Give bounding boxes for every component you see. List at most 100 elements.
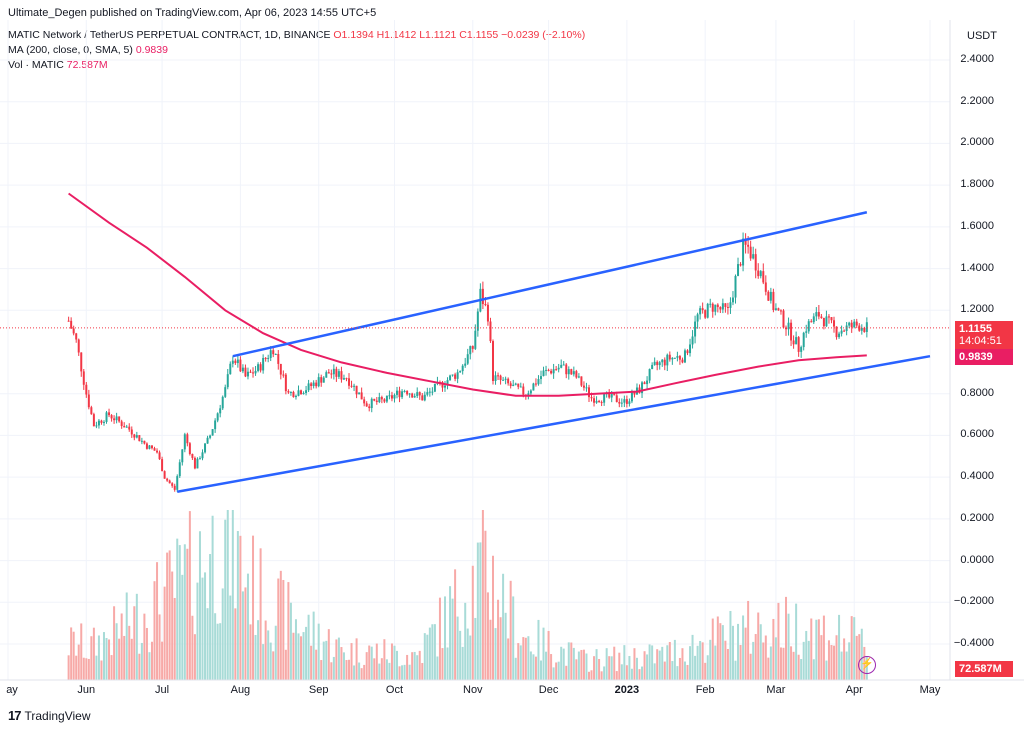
volume-bar xyxy=(322,641,325,680)
volume-bar xyxy=(70,627,73,680)
candle-body xyxy=(739,264,742,266)
candle-body xyxy=(820,316,823,318)
volume-bar xyxy=(638,669,641,680)
time-tick-label: Nov xyxy=(463,684,483,696)
volume-bar xyxy=(325,640,328,680)
volume-bar xyxy=(790,646,793,680)
candle-body xyxy=(241,367,244,372)
candle-body xyxy=(130,429,133,435)
volume-bar xyxy=(454,569,457,680)
price-tick-label: 0.6000 xyxy=(960,428,994,441)
candle-body xyxy=(302,393,305,395)
volume-bar xyxy=(623,645,626,680)
volume-bar xyxy=(782,647,785,680)
volume-bar xyxy=(820,635,823,680)
volume-bar xyxy=(138,653,141,680)
candle-body xyxy=(651,364,654,370)
volume-bar xyxy=(249,624,252,680)
volume-bar xyxy=(105,638,108,680)
candle-body xyxy=(145,443,148,449)
volume-bar xyxy=(403,664,406,680)
candle-body xyxy=(587,387,590,398)
candle-body xyxy=(252,372,255,374)
volume-bar xyxy=(671,661,674,680)
lightning-icon[interactable]: ⚡ xyxy=(858,656,876,674)
candle-body xyxy=(148,445,151,449)
volume-legend[interactable]: Vol · MATIC 72.587M xyxy=(8,58,108,72)
candle-body xyxy=(542,370,545,377)
candle-body xyxy=(590,397,593,399)
candle-body xyxy=(310,383,313,387)
candle-body xyxy=(464,363,467,366)
volume-bar xyxy=(353,665,356,680)
volume-bar xyxy=(75,655,78,680)
candle-body xyxy=(206,437,209,444)
volume-bar xyxy=(360,668,363,680)
volume-bar xyxy=(633,648,636,680)
volume-bar xyxy=(648,644,651,680)
volume-bar xyxy=(805,630,808,680)
ma-legend[interactable]: MA (200, close, 0, SMA, 5) 0.9839 xyxy=(8,43,168,57)
candle-body xyxy=(181,449,184,463)
volume-bar xyxy=(689,646,692,680)
candle-body xyxy=(539,376,542,380)
volume-bar xyxy=(658,650,661,680)
candle-body xyxy=(385,395,388,402)
volume-bar xyxy=(509,580,512,680)
candle-body xyxy=(75,333,78,340)
volume-bar xyxy=(214,613,217,680)
volume-bar xyxy=(600,671,603,680)
volume-bar xyxy=(471,565,474,680)
volume-bar xyxy=(77,644,80,680)
time-tick-label: Sep xyxy=(308,684,329,696)
volume-bar xyxy=(605,648,608,680)
candle-body xyxy=(85,384,88,395)
candle-body xyxy=(370,398,373,409)
volume-bar xyxy=(585,653,588,680)
candles xyxy=(67,232,868,492)
candle-body xyxy=(678,356,681,360)
candle-body xyxy=(555,369,558,371)
candle-body xyxy=(163,471,166,479)
candle-body xyxy=(221,396,224,409)
candle-body xyxy=(140,440,143,442)
volume-bar xyxy=(178,545,181,680)
channel-lower-line xyxy=(177,354,931,493)
candle-body xyxy=(769,291,772,301)
candle-body xyxy=(484,304,487,306)
candle-body xyxy=(575,371,578,378)
candle-body xyxy=(754,254,757,271)
volume-bar xyxy=(408,664,411,680)
candle-body xyxy=(446,380,449,386)
candle-body xyxy=(123,426,126,428)
volume-bar xyxy=(108,639,111,680)
footer-brand[interactable]: 17 TradingView xyxy=(8,708,91,723)
candle-body xyxy=(350,385,353,387)
volume-bar xyxy=(519,645,522,680)
candle-body xyxy=(317,377,320,387)
candle-body xyxy=(322,377,325,383)
price-tick-label: 0.4000 xyxy=(960,470,994,483)
volume-bar xyxy=(691,634,694,680)
volume-bars xyxy=(67,510,868,680)
candle-body xyxy=(259,364,262,371)
volume-bar xyxy=(466,628,469,680)
volume-bar xyxy=(785,596,788,680)
candle-body xyxy=(633,391,636,395)
candle-body xyxy=(646,380,649,385)
candle-body xyxy=(312,382,315,387)
volume-bar xyxy=(158,614,161,680)
candle-body xyxy=(358,392,361,395)
volume-bar xyxy=(575,659,578,680)
volume-bar xyxy=(113,606,116,680)
symbol-name[interactable]: MATIC Network / TetherUS PERPETUAL CONTR… xyxy=(8,29,331,41)
volume-bar xyxy=(110,655,113,680)
volume-bar xyxy=(436,656,439,680)
volume-bar xyxy=(181,574,184,680)
candle-body xyxy=(620,402,623,404)
volume-bar xyxy=(742,615,745,680)
candle-body xyxy=(752,254,755,259)
candle-body xyxy=(630,391,633,402)
volume-bar xyxy=(769,646,772,680)
